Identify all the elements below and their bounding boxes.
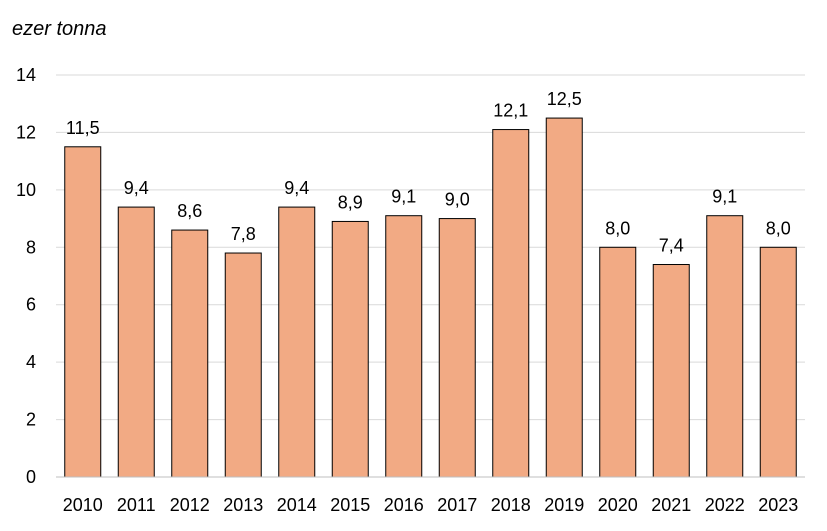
bar xyxy=(117,206,155,478)
data-label: 8,0 xyxy=(605,218,630,238)
data-label: 12,1 xyxy=(493,101,528,121)
data-label: 8,9 xyxy=(338,192,363,212)
x-tick-label: 2016 xyxy=(384,495,424,515)
y-tick-label: 14 xyxy=(16,65,36,85)
bar xyxy=(278,206,316,478)
data-label: 12,5 xyxy=(547,89,582,109)
bar xyxy=(171,229,209,478)
bar xyxy=(759,246,797,478)
data-label: 9,0 xyxy=(445,190,470,210)
y-tick-label: 6 xyxy=(26,295,36,315)
bar xyxy=(331,220,369,478)
x-tick-label: 2023 xyxy=(758,495,798,515)
data-label: 11,5 xyxy=(66,118,100,138)
x-tick-label: 2010 xyxy=(63,495,103,515)
data-label: 8,0 xyxy=(766,218,791,238)
data-label: 7,8 xyxy=(231,224,256,244)
bar xyxy=(385,215,423,478)
y-tick-label: 4 xyxy=(26,352,36,372)
bar xyxy=(652,264,690,478)
x-tick-label: 2012 xyxy=(170,495,210,515)
bar xyxy=(64,146,102,478)
y-tick-label: 2 xyxy=(26,410,36,430)
x-tick-label: 2014 xyxy=(277,495,317,515)
data-label: 9,1 xyxy=(391,187,416,207)
x-tick-label: 2019 xyxy=(544,495,584,515)
y-tick-label: 0 xyxy=(26,467,36,487)
x-tick-label: 2020 xyxy=(598,495,638,515)
x-tick-label: 2021 xyxy=(651,495,691,515)
bar xyxy=(224,252,262,478)
bar xyxy=(599,246,637,478)
data-label: 9,1 xyxy=(712,187,737,207)
x-tick-label: 2017 xyxy=(437,495,477,515)
y-tick-label: 12 xyxy=(16,122,36,142)
y-axis-ticks: 0 2 4 6 8 10 12 14 xyxy=(16,65,36,487)
x-tick-label: 2011 xyxy=(117,495,156,515)
data-labels: 11,5 9,4 8,6 7,8 9,4 8,9 9,1 9,0 12,1 12,5 8,0 7,4 9… xyxy=(66,89,791,255)
unit-label: ezer tonna xyxy=(12,18,107,40)
x-tick-label: 2018 xyxy=(491,495,531,515)
gridlines xyxy=(56,74,805,421)
data-label: 9,4 xyxy=(284,178,309,198)
bar xyxy=(706,215,744,478)
data-label: 9,4 xyxy=(124,178,149,198)
x-tick-label: 2015 xyxy=(330,495,370,515)
bar xyxy=(438,218,476,478)
x-tick-label: 2013 xyxy=(223,495,263,515)
data-label: 7,4 xyxy=(659,236,684,256)
x-tick-label: 2022 xyxy=(705,495,745,515)
y-tick-label: 10 xyxy=(16,180,36,200)
data-label: 8,6 xyxy=(177,201,202,221)
bars xyxy=(64,117,797,478)
bar xyxy=(492,129,530,478)
y-tick-label: 8 xyxy=(26,237,36,257)
bar xyxy=(545,117,583,478)
x-axis-ticks: 2010 2011 2012 2013 2014 2015 2016 2017 2018 2019… xyxy=(63,495,799,515)
